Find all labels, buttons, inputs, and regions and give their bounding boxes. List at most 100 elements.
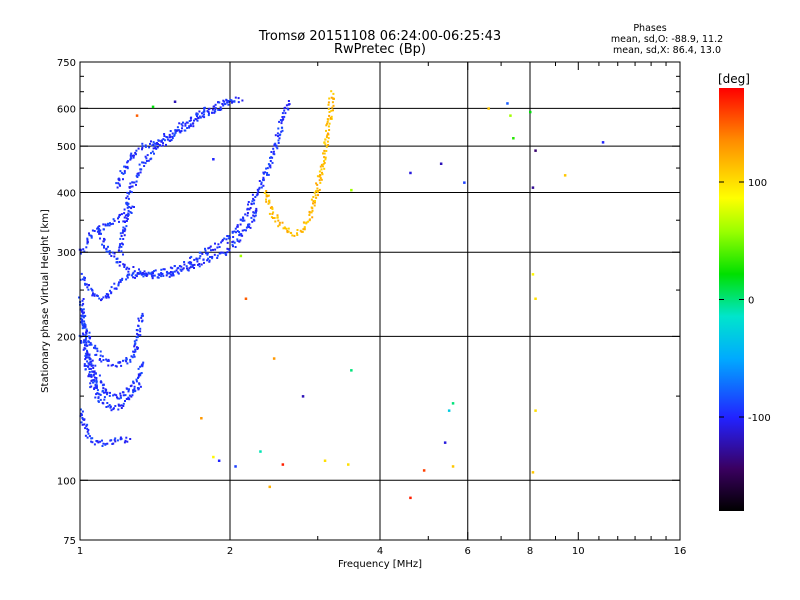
data-point — [330, 109, 333, 112]
data-point — [269, 160, 272, 162]
data-point — [314, 194, 317, 197]
data-point — [245, 226, 248, 229]
data-point — [80, 340, 83, 342]
data-point — [177, 129, 180, 132]
data-point — [116, 257, 119, 260]
data-point — [219, 109, 221, 111]
data-point — [323, 160, 325, 163]
data-point — [274, 134, 277, 137]
data-point — [182, 267, 185, 270]
data-point — [100, 360, 103, 363]
data-point — [102, 359, 105, 361]
data-point — [94, 372, 97, 375]
data-point — [117, 403, 120, 406]
data-point — [86, 286, 89, 289]
data-point — [271, 156, 274, 159]
data-point — [303, 226, 306, 229]
data-point — [281, 126, 284, 129]
data-point — [107, 245, 109, 248]
data-point — [217, 459, 221, 462]
data-point — [101, 445, 104, 447]
data-point — [250, 216, 253, 219]
data-point — [116, 261, 119, 264]
data-point — [140, 316, 143, 319]
data-point — [141, 145, 144, 148]
data-point — [79, 278, 82, 281]
data-point — [114, 437, 117, 440]
data-point — [145, 157, 148, 160]
data-point — [284, 112, 287, 115]
data-point — [88, 363, 91, 366]
data-point — [140, 168, 143, 171]
data-point — [189, 266, 192, 269]
data-point — [107, 360, 110, 362]
data-point — [133, 340, 136, 343]
data-point — [139, 171, 142, 174]
data-point — [143, 270, 146, 273]
data-point — [135, 114, 139, 117]
data-point — [124, 214, 127, 217]
data-point — [119, 232, 122, 235]
data-point — [258, 180, 261, 182]
data-point — [105, 250, 108, 253]
data-point — [81, 332, 84, 335]
data-point — [169, 271, 172, 273]
data-point — [123, 216, 126, 219]
data-point — [265, 193, 268, 196]
data-point — [242, 216, 244, 219]
data-point — [119, 213, 121, 216]
data-point — [301, 395, 305, 398]
data-point — [227, 237, 230, 240]
data-point — [328, 122, 331, 125]
data-point — [109, 406, 112, 409]
data-point — [80, 308, 83, 311]
data-point — [138, 163, 141, 166]
data-point — [181, 124, 184, 127]
data-point — [135, 380, 138, 383]
data-point — [277, 219, 280, 222]
data-point — [86, 356, 89, 359]
data-point — [85, 343, 87, 346]
data-point — [137, 377, 139, 379]
data-point — [196, 260, 199, 263]
data-point — [96, 227, 99, 230]
data-point — [217, 243, 220, 246]
data-point — [183, 261, 186, 263]
data-point — [266, 173, 268, 176]
data-point — [128, 206, 131, 209]
data-point — [98, 358, 101, 361]
data-point — [114, 440, 117, 443]
data-point — [158, 144, 161, 146]
data-point — [260, 181, 263, 184]
data-point — [141, 312, 144, 315]
data-point — [94, 396, 97, 399]
data-point — [332, 97, 335, 100]
data-point — [122, 253, 124, 256]
data-point — [134, 151, 137, 154]
data-point — [131, 272, 134, 275]
data-point — [254, 196, 257, 198]
data-point — [169, 266, 172, 269]
data-point — [144, 274, 147, 277]
data-point — [325, 136, 328, 138]
data-point — [100, 298, 103, 301]
data-point — [148, 146, 151, 149]
data-point — [303, 228, 306, 231]
data-point — [113, 219, 116, 222]
data-point — [231, 101, 233, 104]
data-point — [141, 161, 144, 164]
data-point — [81, 417, 84, 419]
data-point — [126, 276, 129, 279]
data-point — [173, 265, 176, 268]
data-point — [222, 251, 225, 254]
data-point — [157, 139, 160, 142]
data-point — [98, 297, 101, 300]
data-point — [128, 192, 131, 195]
data-point — [141, 148, 143, 151]
data-point — [213, 105, 216, 108]
data-point — [171, 137, 174, 140]
data-point — [307, 220, 310, 223]
data-point — [232, 245, 234, 248]
data-point — [110, 291, 113, 294]
data-point — [251, 200, 254, 203]
